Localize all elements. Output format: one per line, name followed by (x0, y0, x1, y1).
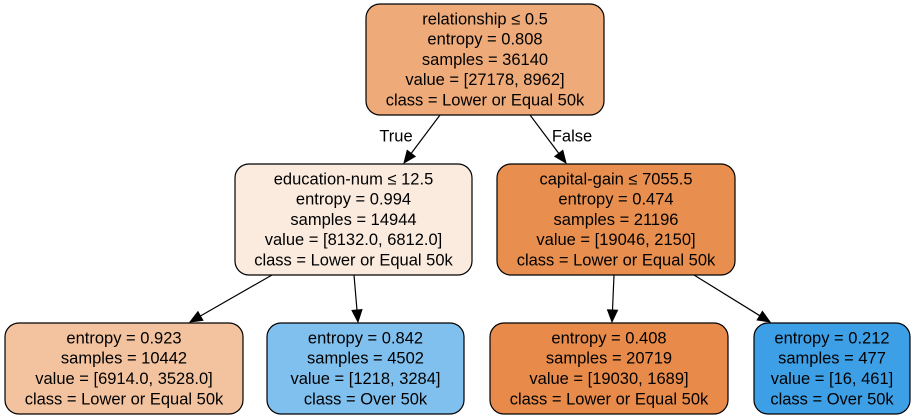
edges-layer: True False (188, 114, 772, 324)
node-line: entropy = 0.474 (558, 191, 673, 209)
tree-node-n3: entropy = 0.842 samples = 4502 value = [12… (266, 322, 465, 415)
node-line: class = Over 50k (304, 390, 428, 408)
node-box (753, 322, 911, 415)
node-line: samples = 36140 (422, 51, 548, 69)
edge-line (611, 274, 615, 311)
tree-node-root: relationship ≤ 0.5 entropy = 0.808 samples… (365, 3, 605, 116)
tree-node-n5: entropy = 0.408 samples = 20719 value = [1… (489, 322, 729, 415)
node-line: value = [19046, 2150] (536, 231, 695, 249)
tree-node-n2: entropy = 0.923 samples = 10442 value = [6… (4, 322, 244, 415)
arrowhead (188, 310, 204, 323)
edge-n4-n5 (606, 274, 619, 324)
node-line: class = Lower or Equal 50k (386, 91, 585, 109)
edge-line (353, 274, 358, 311)
edge-line (410, 114, 441, 154)
node-line: entropy = 0.212 (774, 329, 889, 347)
node-line: samples = 4502 (307, 350, 424, 368)
node-line: samples = 477 (778, 350, 886, 368)
edge-root-n4: False (529, 114, 592, 165)
node-line: samples = 20719 (546, 350, 672, 368)
node-line: entropy = 0.994 (296, 191, 411, 209)
node-line: entropy = 0.808 (427, 31, 542, 49)
node-line: value = [6914.0, 3528.0] (35, 370, 213, 388)
arrowhead (351, 309, 363, 324)
edge-n1-n3 (351, 274, 363, 324)
edge-label-true: True (379, 127, 412, 145)
node-box (234, 163, 473, 276)
edge-label-false: False (552, 127, 592, 145)
node-line: samples = 21196 (554, 211, 679, 229)
node-line: value = [19030, 1689] (529, 370, 688, 388)
nodes-layer: relationship ≤ 0.5 entropy = 0.808 samples… (4, 3, 911, 415)
node-box (266, 322, 465, 415)
node-line: entropy = 0.842 (308, 329, 423, 347)
node-line: value = [16, 461] (771, 370, 893, 388)
node-box (489, 322, 729, 415)
tree-node-n4: capital-gain ≤ 7055.5 entropy = 0.474 samp… (496, 163, 736, 276)
edge-n4-n6 (693, 274, 772, 323)
edge-root-n1: True (379, 114, 441, 165)
node-line: education-num ≤ 12.5 (274, 170, 434, 188)
node-line: entropy = 0.923 (66, 329, 181, 347)
node-line: class = Lower or Equal 50k (517, 251, 716, 269)
edge-line (200, 274, 273, 317)
node-line: class = Lower or Equal 50k (254, 251, 453, 269)
node-line: relationship ≤ 0.5 (422, 10, 548, 28)
edge-n1-n2 (188, 274, 273, 323)
node-line: class = Lower or Equal 50k (25, 390, 224, 408)
arrowhead (403, 149, 417, 165)
node-line: value = [27178, 8962] (405, 71, 564, 89)
tree-node-n1: education-num ≤ 12.5 entropy = 0.994 sampl… (234, 163, 473, 276)
node-line: value = [8132.0, 6812.0] (265, 231, 443, 249)
node-box (4, 322, 244, 415)
edge-line (529, 114, 560, 154)
tree-node-n6: entropy = 0.212 samples = 477 value = [16,… (753, 322, 911, 415)
node-line: class = Over 50k (770, 390, 894, 408)
arrowhead (606, 309, 619, 324)
node-box (496, 163, 736, 276)
arrowhead (553, 149, 567, 165)
node-line: class = Lower or Equal 50k (510, 390, 709, 408)
edge-line (693, 274, 761, 317)
node-line: samples = 14944 (290, 211, 416, 229)
node-line: value = [1218, 3284] (291, 370, 441, 388)
node-line: samples = 10442 (61, 350, 187, 368)
arrowhead (756, 310, 772, 323)
node-line: entropy = 0.408 (551, 329, 666, 347)
node-box (365, 3, 605, 116)
node-line: capital-gain ≤ 7055.5 (539, 170, 692, 188)
